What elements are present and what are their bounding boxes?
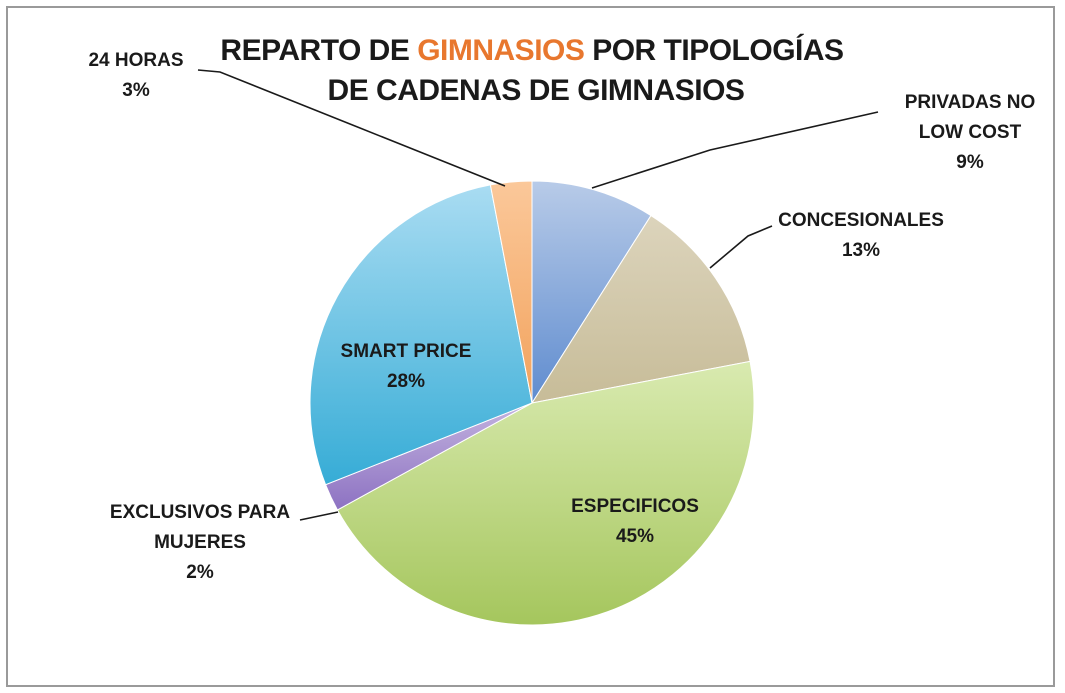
slice-pct-smart: 28% [387, 371, 425, 392]
slice-name-privadas: PRIVADAS NO [905, 92, 1036, 113]
slice-pct-privadas: 9% [956, 152, 984, 173]
slice-label-horas24: 24 HORAS 3% [88, 50, 183, 101]
slice-name-horas24: 24 HORAS [88, 50, 183, 71]
chart-title-line-1: REPARTO DE GIMNASIOS POR TIPOLOGÍAS [220, 33, 843, 67]
chart-title-line-2: DE CADENAS DE GIMNASIOS [328, 74, 745, 107]
pie-slice-horas24 [489, 180, 533, 404]
slice-label-smart: SMART PRICE 28% [341, 341, 472, 392]
leader-line-horas24 [197, 69, 506, 187]
slice-pct-exclusivos: 2% [186, 562, 214, 583]
pie-slice-smart [309, 184, 533, 486]
slice-pct-especificos: 45% [616, 526, 654, 547]
slice-label-concesionales: CONCESIONALES 13% [778, 210, 944, 261]
slice-name-concesionales: CONCESIONALES [778, 210, 944, 231]
leader-line-concesionales [709, 225, 773, 269]
slice-label-exclusivos: EXCLUSIVOS PARA MUJERES 2% [110, 502, 290, 583]
slice-name-exclusivos: EXCLUSIVOS PARA [110, 502, 290, 523]
title-part-2: POR TIPOLOGÍAS [584, 33, 843, 67]
title-part-1: REPARTO DE [220, 34, 417, 67]
slice-name-exclusivos: MUJERES [154, 532, 246, 553]
slice-name-smart: SMART PRICE [341, 341, 472, 362]
slice-name-privadas: LOW COST [919, 122, 1022, 143]
pie-slice-privadas [531, 180, 652, 405]
slice-label-privadas: PRIVADAS NO LOW COST 9% [905, 92, 1036, 173]
title-highlight: GIMNASIOS [417, 34, 584, 67]
slice-pct-horas24: 3% [122, 80, 150, 101]
slice-pct-concesionales: 13% [842, 240, 880, 261]
slice-label-especificos: ESPECIFICOS 45% [571, 496, 699, 547]
slice-name-especificos: ESPECIFICOS [571, 496, 699, 517]
pie-slice-especificos [336, 360, 755, 626]
leader-line-exclusivos [299, 511, 339, 521]
pie-slice-concesionales [530, 214, 751, 404]
leader-line-privadas [591, 111, 879, 189]
